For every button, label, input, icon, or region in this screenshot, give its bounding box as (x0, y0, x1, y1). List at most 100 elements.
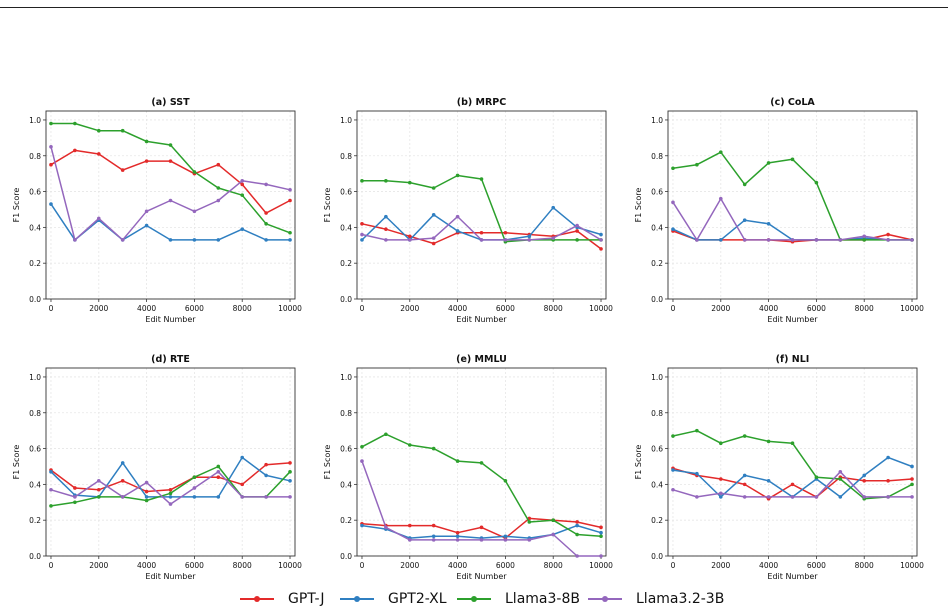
x-tick-label: 2000 (400, 304, 419, 313)
data-point-llama3-2-3b (264, 182, 268, 187)
data-point-llama3-2-3b (360, 232, 364, 237)
plot-frame (667, 367, 918, 557)
data-point-llama3-2-3b (431, 236, 436, 240)
data-point-llama3-8b (431, 186, 436, 190)
y-axis-label: F1 Score (323, 188, 332, 223)
data-point-gpt-j (216, 475, 221, 480)
data-point-gpt-j (216, 162, 221, 167)
data-point-llama3-8b (862, 238, 867, 242)
data-point-llama3-2-3b (407, 538, 412, 542)
data-point-gpt2-xl (144, 223, 149, 228)
y-tick-label: 0.0 (651, 552, 663, 561)
y-tick-label: 0.0 (340, 552, 352, 561)
x-tick-label: 4000 (448, 561, 467, 570)
y-tick-label: 0.2 (651, 516, 663, 525)
data-point-llama3-2-3b (527, 238, 532, 242)
data-point-gpt2-xl (455, 229, 460, 233)
data-point-llama3-2-3b (838, 470, 843, 474)
data-point-llama3-2-3b (384, 525, 388, 530)
data-point-gpt2-xl (192, 495, 197, 499)
x-tick-label: 4000 (448, 304, 467, 313)
data-point-gpt-j (886, 479, 890, 483)
plot-frame (356, 367, 607, 557)
data-point-llama3-2-3b (240, 495, 245, 499)
data-point-gpt2-xl (766, 222, 771, 226)
data-point-llama3-2-3b (910, 495, 914, 499)
data-point-gpt2-xl (144, 495, 149, 499)
data-point-gpt-j (503, 230, 508, 235)
data-point-llama3-2-3b (766, 495, 771, 499)
data-point-gpt2-xl (120, 461, 125, 465)
x-tick-label: 4000 (137, 304, 156, 313)
data-point-gpt-j (407, 523, 412, 528)
y-tick-label: 0.4 (29, 480, 41, 489)
data-point-gpt2-xl (455, 534, 460, 539)
x-tick-label: 4000 (759, 561, 778, 570)
data-point-llama3-8b (766, 439, 771, 444)
data-point-gpt2-xl (431, 534, 436, 539)
data-point-llama3-8b (455, 173, 460, 178)
legend-item-llama3-2-3b: Llama3.2-3B (588, 588, 724, 610)
data-point-gpt-j (73, 486, 77, 490)
x-tick-label: 6000 (185, 304, 204, 313)
data-point-llama3-2-3b (288, 187, 292, 192)
data-point-gpt2-xl (384, 214, 388, 219)
x-tick-label: 8000 (855, 561, 874, 570)
y-tick-label: 0.8 (651, 409, 663, 418)
data-point-gpt-j (96, 487, 101, 492)
data-point-llama3-8b (814, 475, 819, 480)
data-point-llama3-8b (766, 161, 771, 165)
chart-title: (b) MRPC (457, 97, 507, 108)
data-point-gpt-j (49, 162, 53, 167)
charts-figure: 0.0 0.2 0.4 0.6 0.8 1.0 0 2000 4000 6000 8000 10000… (12, 97, 924, 581)
data-point-llama3-2-3b (49, 145, 53, 149)
data-point-gpt-j (575, 520, 579, 524)
data-point-llama3-8b (49, 121, 53, 126)
x-tick-label: 0 (671, 304, 676, 313)
data-point-llama3-2-3b (240, 179, 245, 183)
y-tick-label: 0.6 (340, 445, 352, 454)
data-point-llama3-2-3b (671, 487, 675, 492)
data-point-llama3-8b (503, 479, 508, 483)
data-point-llama3-2-3b (431, 538, 436, 542)
y-tick-label: 0.0 (29, 552, 41, 561)
data-point-llama3-8b (479, 177, 484, 181)
x-tick-label: 4000 (759, 304, 778, 313)
y-axis-label: F1 Score (634, 445, 643, 480)
legend-label: Llama3-8B (505, 591, 580, 607)
data-point-gpt-j (144, 489, 149, 494)
legend-label: GPT2-XL (388, 591, 447, 607)
data-point-llama3-8b (360, 444, 364, 449)
data-point-gpt2-xl (527, 234, 532, 239)
data-point-llama3-8b (742, 182, 747, 187)
legend-swatch (588, 596, 622, 602)
data-point-gpt2-xl (216, 238, 221, 242)
data-point-gpt-j (73, 148, 77, 153)
data-point-llama3-2-3b (168, 198, 173, 203)
data-point-llama3-8b (360, 179, 364, 183)
data-point-gpt2-xl (718, 238, 723, 242)
data-point-gpt-j (240, 482, 245, 487)
data-point-gpt-j (407, 234, 412, 239)
data-point-gpt2-xl (49, 470, 53, 474)
x-tick-label: 10000 (589, 304, 613, 313)
data-point-gpt-j (384, 227, 388, 231)
x-axis-label: Edit Number (456, 315, 507, 324)
legend-label: GPT-J (288, 591, 325, 607)
data-point-gpt-j (288, 461, 292, 465)
data-point-llama3-8b (551, 518, 556, 522)
data-point-llama3-2-3b (551, 236, 556, 240)
data-point-llama3-2-3b (503, 538, 508, 542)
data-point-gpt2-xl (886, 455, 890, 460)
data-point-llama3-8b (455, 459, 460, 463)
data-point-gpt-j (120, 479, 125, 483)
y-tick-label: 0.8 (29, 409, 41, 418)
chart-title: (d) RTE (151, 354, 190, 365)
data-point-gpt2-xl (838, 495, 843, 499)
x-tick-label: 8000 (544, 304, 563, 313)
data-point-llama3-8b (384, 432, 388, 437)
data-point-gpt2-xl (360, 523, 364, 528)
x-tick-label: 0 (671, 561, 676, 570)
data-point-llama3-8b (407, 180, 412, 185)
x-tick-label: 8000 (544, 561, 563, 570)
